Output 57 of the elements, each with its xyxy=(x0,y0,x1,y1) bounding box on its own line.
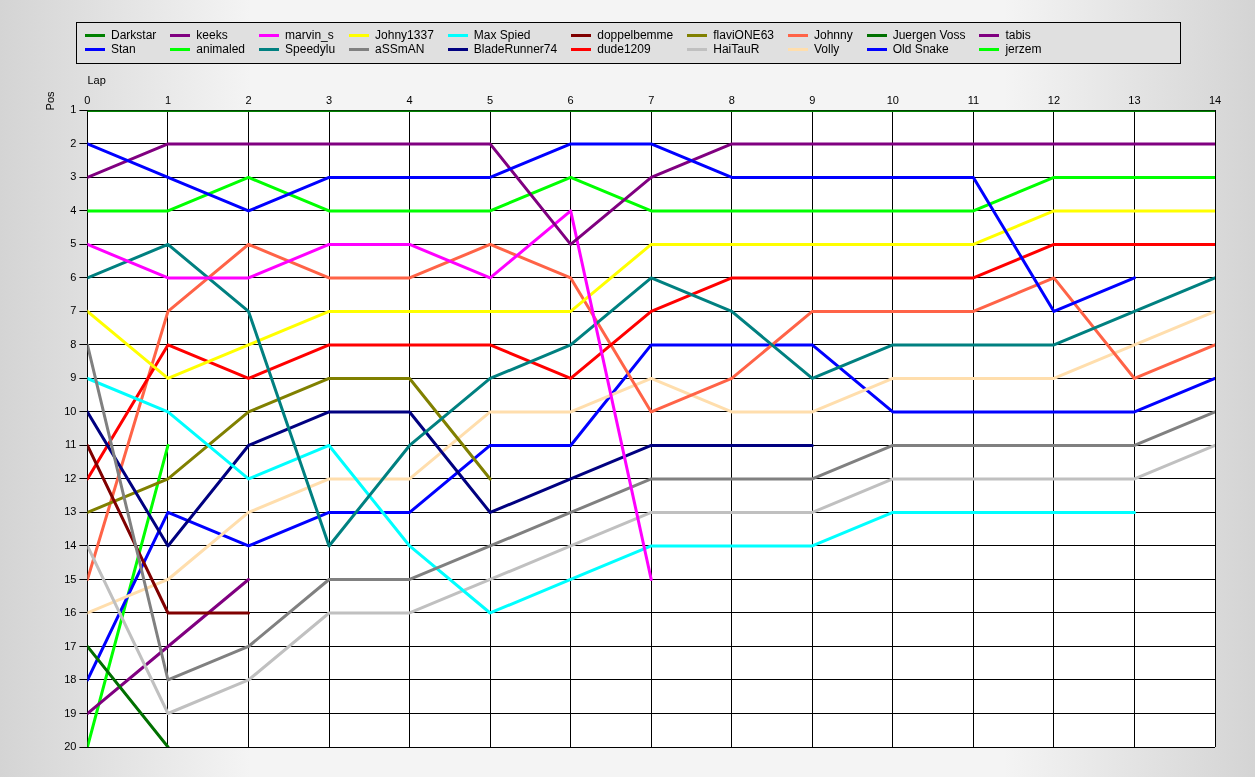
y-tick-label: 7 xyxy=(70,304,77,317)
legend-label: Volly xyxy=(813,42,840,56)
x-tick-label: 8 xyxy=(728,93,735,106)
y-tick-label: 16 xyxy=(64,606,77,619)
y-axis-title: Pos xyxy=(43,90,56,111)
y-tick-label: 17 xyxy=(64,639,77,652)
x-tick-label: 12 xyxy=(1047,93,1061,106)
x-tick-label: 0 xyxy=(84,93,91,106)
x-tick-label: 14 xyxy=(1208,93,1222,106)
x-tick-label: 6 xyxy=(567,93,574,106)
y-tick-label: 18 xyxy=(64,673,77,686)
y-tick-label: 19 xyxy=(64,706,77,719)
x-tick-label: 2 xyxy=(245,93,252,106)
y-tick-label: 5 xyxy=(70,237,77,250)
legend-label: flaviONE63 xyxy=(713,28,774,42)
x-tick-label: 3 xyxy=(325,93,333,106)
y-tick-label: 6 xyxy=(70,270,77,283)
x-tick-label: 1 xyxy=(164,93,172,106)
legend-label: BladeRunner74 xyxy=(473,42,558,56)
x-tick-label: 11 xyxy=(967,93,980,106)
y-tick-label: 4 xyxy=(70,203,77,216)
y-tick-label: 3 xyxy=(70,170,77,183)
x-tick-label: 4 xyxy=(406,93,413,106)
legend-label: aSSmAN xyxy=(375,42,425,56)
y-tick-label: 15 xyxy=(64,572,77,585)
y-tick-label: 20 xyxy=(64,740,77,753)
y-tick-label: 9 xyxy=(70,371,77,384)
legend-label: Speedylu xyxy=(285,42,336,56)
legend-label: Darkstar xyxy=(111,28,157,42)
legend-label: Johnny xyxy=(813,28,853,42)
legend-label: Johny1337 xyxy=(375,28,434,42)
y-tick-label: 10 xyxy=(64,404,77,417)
legend-label: doppelbemme xyxy=(597,28,674,42)
legend-label: Old Snake xyxy=(892,42,949,56)
x-tick-label: 9 xyxy=(809,93,816,106)
legend-label: jerzem xyxy=(1005,42,1042,56)
y-tick-label: 14 xyxy=(64,539,77,551)
x-axis-title: Lap xyxy=(87,73,106,86)
legend-label: keeks xyxy=(196,28,228,42)
legend-label: dude1209 xyxy=(597,42,651,56)
legend-label: Juergen Voss xyxy=(892,28,966,42)
x-tick-label: 7 xyxy=(648,93,655,106)
legend-label: HaiTauR xyxy=(713,42,760,56)
x-tick-label: 13 xyxy=(1128,93,1141,106)
x-tick-label: 5 xyxy=(487,93,494,106)
y-tick-label: 8 xyxy=(70,337,77,350)
legend-label: Max Spied xyxy=(473,28,531,42)
legend-label: Stan xyxy=(111,42,136,56)
legend-label: marvin_s xyxy=(285,28,334,42)
y-tick-label: 11 xyxy=(65,438,77,451)
legend-label: tabis xyxy=(1005,28,1031,42)
y-tick-label: 1 xyxy=(70,103,77,116)
legend-label: animaled xyxy=(196,42,246,56)
y-tick-label: 12 xyxy=(64,471,77,484)
x-tick-label: 10 xyxy=(886,93,899,106)
y-tick-label: 13 xyxy=(64,505,77,518)
y-tick-label: 2 xyxy=(70,136,77,149)
